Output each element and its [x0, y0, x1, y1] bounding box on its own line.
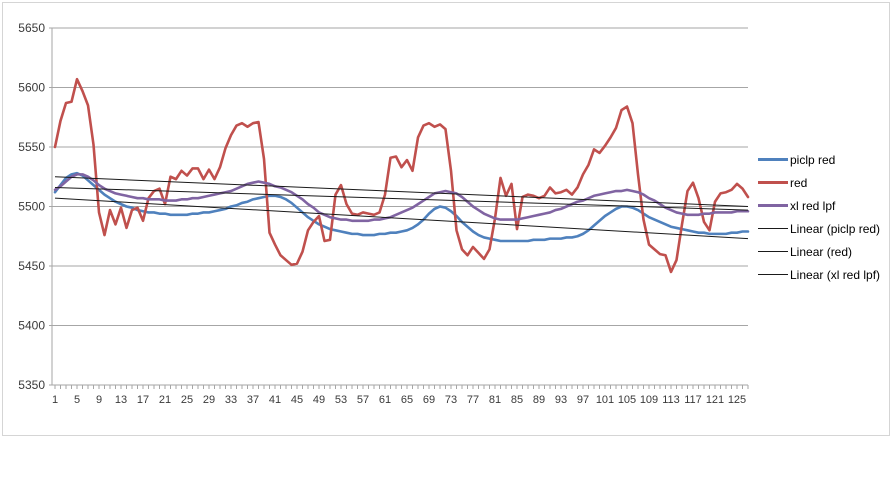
x-axis-tick-label: 69 — [423, 394, 435, 406]
legend-item-piclp-red[interactable]: piclp red — [758, 148, 880, 171]
x-axis-tick-label: 57 — [357, 394, 369, 406]
x-axis-tick-label: 97 — [577, 394, 589, 406]
x-axis-tick-label: 125 — [728, 394, 746, 406]
trendline-Linear-piclp-red- — [54, 197, 749, 240]
x-axis-tick-label: 41 — [269, 394, 281, 406]
y-axis-tick-label: 5650 — [18, 21, 45, 35]
legend-item-linear-piclp-red[interactable]: Linear (piclp red) — [758, 217, 880, 240]
x-axis-tick-label: 61 — [379, 394, 391, 406]
x-axis-tick-label: 81 — [489, 394, 501, 406]
chart-frame[interactable] — [2, 2, 890, 436]
legend-item-linear-red[interactable]: Linear (red) — [758, 240, 880, 263]
series-line-sample-icon — [758, 204, 788, 207]
x-axis-tick-label: 33 — [225, 394, 237, 406]
series-line-sample-icon — [758, 181, 788, 184]
y-axis-tick-label: 5450 — [18, 259, 45, 273]
x-axis-tick-label: 117 — [684, 394, 702, 406]
x-axis-tick-label: 1 — [52, 394, 58, 406]
x-axis-tick-label: 85 — [511, 394, 523, 406]
series-line-sample-icon — [758, 158, 788, 161]
x-axis-tick-label: 89 — [533, 394, 545, 406]
trendline-Linear-xl-red-lpf- — [54, 186, 749, 211]
y-axis-tick-label: 5400 — [18, 319, 45, 333]
x-axis-tick-label: 77 — [467, 394, 479, 406]
trendline-sample-icon — [758, 251, 788, 252]
x-axis-tick-label: 93 — [555, 394, 567, 406]
x-axis-tick-label: 109 — [640, 394, 658, 406]
chart-legend: piclp red red xl red lpf Linear (piclp r… — [758, 148, 880, 286]
trendline-sample-icon — [758, 228, 788, 229]
legend-item-red[interactable]: red — [758, 171, 880, 194]
legend-label: red — [790, 175, 808, 190]
y-axis-tick-label: 5600 — [18, 81, 45, 95]
x-axis-tick-label: 73 — [445, 394, 457, 406]
x-axis-tick-label: 25 — [181, 394, 193, 406]
y-axis-tick-label: 5350 — [18, 378, 45, 392]
series-line-xl-red-lpf — [53, 173, 750, 223]
x-axis-tick-label: 101 — [596, 394, 614, 406]
x-axis-tick-label: 13 — [115, 394, 127, 406]
x-axis-tick-label: 29 — [203, 394, 215, 406]
x-axis-tick-label: 45 — [291, 394, 303, 406]
x-axis-tick-label: 9 — [96, 394, 102, 406]
y-axis-tick-label: 5500 — [18, 200, 45, 214]
x-axis-tick-label: 5 — [74, 394, 80, 406]
x-axis-tick-label: 65 — [401, 394, 413, 406]
series-line-red — [53, 77, 750, 274]
trendline-sample-icon — [758, 274, 788, 275]
trendline-Linear-red- — [54, 176, 749, 207]
series-line-piclp-red — [53, 171, 750, 243]
legend-label: Linear (xl red lpf) — [790, 267, 881, 282]
x-axis-tick-label: 121 — [706, 394, 724, 406]
x-axis-tick-label: 53 — [335, 394, 347, 406]
legend-label: Linear (piclp red) — [790, 221, 881, 236]
legend-item-xl-red-lpf[interactable]: xl red lpf — [758, 194, 880, 217]
x-axis-tick-label: 17 — [137, 394, 149, 406]
x-axis-tick-label: 113 — [662, 394, 680, 406]
x-axis-tick-label: 21 — [159, 394, 171, 406]
x-axis-tick-label: 49 — [313, 394, 325, 406]
x-axis-tick-label: 37 — [247, 394, 259, 406]
legend-label: Linear (red) — [790, 244, 853, 259]
legend-item-linear-xl-red-lpf[interactable]: Linear (xl red lpf) — [758, 263, 880, 286]
y-axis-tick-label: 5550 — [18, 140, 45, 154]
legend-label: xl red lpf — [790, 198, 836, 213]
x-axis-tick-label: 105 — [618, 394, 636, 406]
legend-label: piclp red — [790, 152, 836, 167]
